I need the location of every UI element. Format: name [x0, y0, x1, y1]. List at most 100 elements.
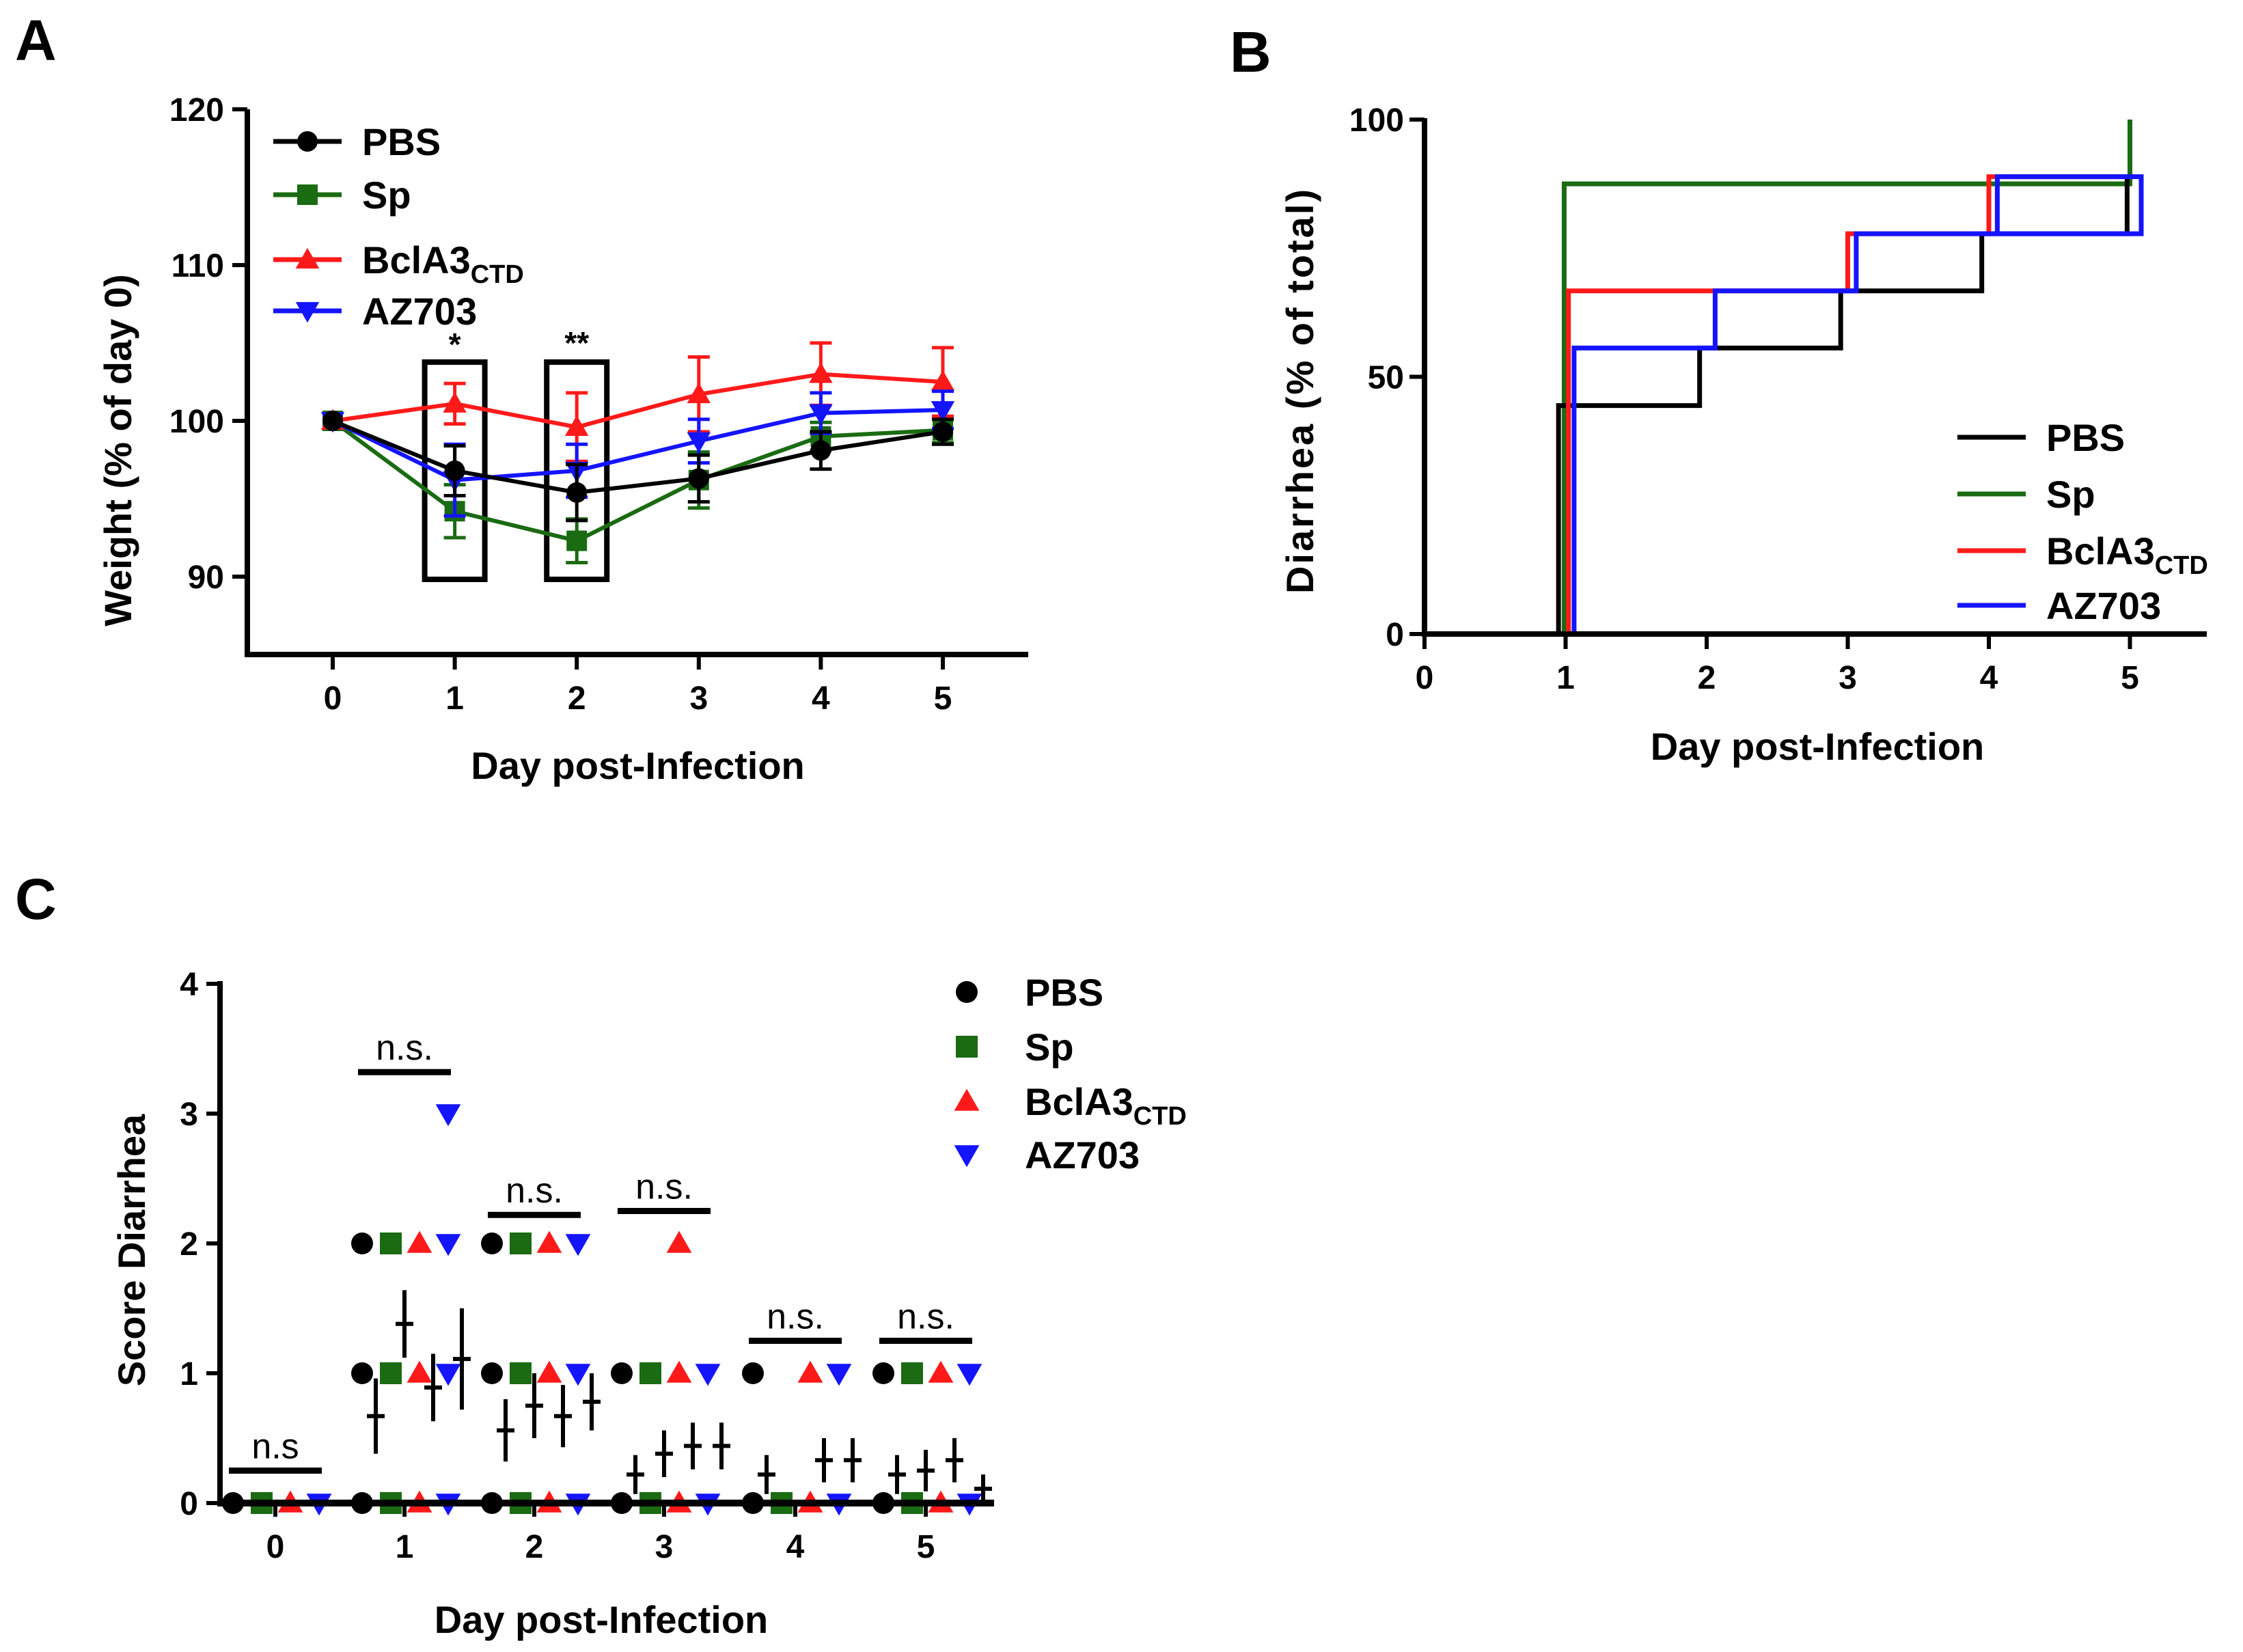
a-point-pbs — [566, 482, 588, 503]
a-significance-label: * — [449, 327, 461, 362]
c-point-bcla3ctd — [666, 1230, 692, 1253]
b-legend-label-sp: Sp — [2046, 473, 2095, 516]
a-y-tick-label: 120 — [169, 92, 224, 128]
c-legend-label-bcla3ctd: BclA3CTD — [1025, 1080, 1187, 1131]
c-point-bcla3ctd — [536, 1230, 562, 1253]
a-x-tick-label: 5 — [934, 680, 952, 717]
c-ns-label: n.s. — [376, 1028, 433, 1068]
c-point-sp — [380, 1362, 402, 1384]
panel-b-diarrhea-step-chart: 0 50 100 0 1 2 3 4 5 Day post-Infection Diarrhea (… — [1278, 102, 2208, 768]
c-point-pbs — [742, 1362, 764, 1384]
b-series-line-bcla3ctd — [1425, 174, 2133, 637]
c-point-az703 — [565, 1234, 591, 1256]
a-point-pbs — [444, 460, 465, 481]
c-legend-marker — [956, 1036, 978, 1058]
panel-letter-c: C — [15, 867, 57, 931]
a-series-line-az703 — [331, 408, 944, 482]
b-x-tick-label: 4 — [1980, 660, 1998, 696]
a-legend-label-sp: Sp — [362, 174, 411, 217]
a-legend-label-bcla3ctd: BclA3CTD — [362, 238, 524, 289]
c-point-sp — [901, 1362, 923, 1384]
c-point-az703 — [565, 1364, 591, 1386]
panel-letter-b: B — [1230, 20, 1271, 84]
panel-letter-a: A — [15, 8, 57, 72]
a-point-pbs — [322, 411, 344, 431]
c-point-sp — [639, 1362, 661, 1384]
c-point-az703 — [435, 1234, 461, 1256]
a-point-az703 — [809, 404, 833, 425]
c-point-pbs — [481, 1362, 503, 1384]
c-ns-label: n.s. — [897, 1297, 954, 1337]
c-legend-label-sp: Sp — [1025, 1025, 1074, 1069]
b-series-line-az703 — [1425, 174, 2144, 637]
b-series-line-sp — [1425, 120, 2132, 637]
a-x-tick-label: 3 — [689, 680, 708, 717]
c-point-bcla3ctd — [666, 1360, 692, 1383]
a-series-line-pbs — [331, 419, 944, 495]
a-x-tick-label: 1 — [445, 680, 464, 717]
c-legend-marker — [954, 1145, 980, 1168]
b-x-tick-label: 3 — [1839, 660, 1857, 696]
a-significance-label: ** — [564, 325, 589, 361]
a-point-bcla3ctd — [443, 391, 467, 413]
c-x-tick-label: 2 — [525, 1529, 544, 1565]
c-point-pbs — [872, 1362, 894, 1384]
b-legend-label-pbs: PBS — [2046, 416, 2125, 459]
c-point-bcla3ctd — [536, 1360, 562, 1383]
c-point-pbs — [351, 1233, 373, 1254]
b-x-tick-label: 0 — [1416, 660, 1434, 696]
c-ns-label: n.s — [251, 1427, 299, 1467]
c-legend-marker — [954, 1088, 980, 1111]
c-point-pbs — [611, 1362, 633, 1384]
panel-a-weight-chart: 90 100 110 120 0 1 2 3 4 5 Day post-Infection Weigh… — [96, 92, 1028, 787]
a-x-tick-label: 4 — [812, 680, 830, 717]
c-point-sp — [510, 1233, 532, 1254]
b-legend-label-bcla3ctd: BclA3CTD — [2046, 529, 2208, 580]
b-y-axis-label: Diarrhea (% of total) — [1278, 187, 1321, 594]
c-point-bcla3ctd — [407, 1360, 432, 1383]
b-legend-label-az703: AZ703 — [2046, 584, 2161, 627]
a-point-bcla3ctd — [931, 370, 955, 391]
c-x-tick-label: 4 — [786, 1529, 805, 1565]
c-point-bcla3ctd — [407, 1230, 432, 1253]
b-x-tick-label: 2 — [1698, 660, 1716, 696]
a-x-tick-label: 0 — [324, 680, 342, 717]
a-point-sp — [566, 530, 588, 551]
c-point-bcla3ctd — [928, 1360, 954, 1383]
c-point-pbs — [481, 1233, 503, 1254]
b-y-tick-label: 100 — [1349, 102, 1404, 139]
c-y-tick-label: 3 — [180, 1097, 198, 1133]
a-legend-label-az703: AZ703 — [362, 290, 477, 333]
b-y-tick-label: 50 — [1368, 360, 1404, 396]
a-significance-box — [422, 359, 488, 582]
c-x-tick-label: 0 — [266, 1529, 285, 1565]
panel-c-score-scatter: 0 1 2 3 4 0 1 2 3 4 5 Day post-Infection Score Diarr… — [110, 967, 1187, 1641]
c-ns-label: n.s. — [635, 1168, 693, 1207]
b-y-tick-label: 0 — [1386, 617, 1404, 653]
a-y-tick-label: 110 — [171, 248, 224, 284]
c-y-axis-label: Score Diarrhea — [110, 1114, 153, 1386]
b-x-tick-label: 5 — [2121, 660, 2139, 696]
c-y-tick-label: 1 — [180, 1356, 198, 1392]
c-point-sp — [380, 1233, 402, 1254]
a-y-tick-label: 100 — [169, 404, 224, 440]
c-x-tick-label: 5 — [917, 1529, 935, 1565]
a-point-bcla3ctd — [809, 362, 833, 383]
c-point-az703 — [695, 1364, 721, 1386]
b-x-tick-label: 1 — [1556, 660, 1575, 696]
a-series-line-bcla3ctd — [332, 372, 944, 430]
a-point-pbs — [932, 421, 953, 442]
c-point-az703 — [435, 1104, 461, 1127]
a-y-axis-label: Weight (% of day 0) — [96, 274, 139, 626]
c-y-tick-label: 4 — [180, 967, 198, 1003]
c-point-az703 — [435, 1364, 461, 1386]
c-legend-label-az703: AZ703 — [1025, 1133, 1140, 1176]
c-legend-marker — [956, 981, 978, 1003]
c-point-bcla3ctd — [797, 1360, 823, 1383]
c-point-az703 — [957, 1364, 982, 1386]
a-legend-marker — [297, 131, 318, 152]
c-x-axis-label: Day post-Infection — [435, 1598, 768, 1641]
c-x-tick-label: 1 — [396, 1529, 414, 1565]
b-series-line-pbs — [1425, 176, 2130, 637]
c-y-tick-label: 2 — [180, 1226, 198, 1263]
